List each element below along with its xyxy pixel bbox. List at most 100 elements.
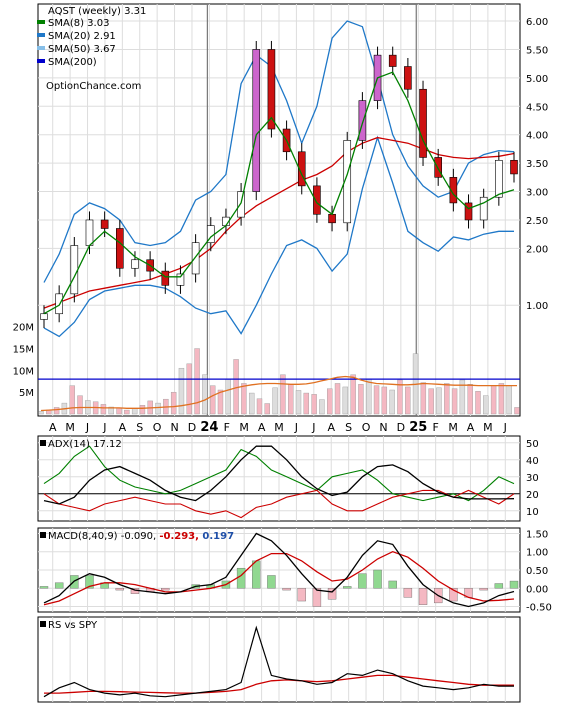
- volume-bar: [155, 402, 161, 415]
- legend-label: SMA(50) 3.67: [48, 44, 116, 55]
- legend-label: SMA(200): [48, 57, 97, 68]
- lower-band-line: [43, 135, 514, 338]
- volume-bar: [209, 385, 216, 415]
- x-tick-label: N: [379, 421, 387, 434]
- volume-bar: [514, 407, 520, 415]
- candle: [328, 213, 336, 224]
- macd-histogram-bar: [388, 580, 397, 589]
- macd-histogram-value: 0.197: [202, 531, 234, 542]
- volume-bar: [139, 405, 146, 415]
- macd-histogram-bar: [85, 575, 94, 589]
- volume-bar: [116, 408, 122, 415]
- volume-bar: [436, 387, 442, 415]
- adx-panel: 50 40 30 20 10 ADX(14) 17.12: [37, 435, 539, 522]
- candle: [161, 270, 170, 286]
- macd-histogram-bar: [343, 586, 352, 589]
- x-tick-label: A: [467, 421, 475, 434]
- price-panel: 6.00 5.50 5.00 4.50 4.00 3.50 3.00 2.50 2.00 1.00…: [37, 3, 548, 417]
- legend-swatch: [37, 46, 45, 50]
- volume-bar: [124, 409, 130, 415]
- volume-bar: [397, 379, 403, 415]
- macd-histogram-bar: [449, 588, 458, 602]
- volume-bar: [202, 374, 208, 415]
- legend-label: SMA(20) 2.91: [48, 31, 116, 42]
- x-tick-label: 24: [200, 420, 218, 435]
- adx-title: ADX(14) 17.12: [48, 439, 122, 450]
- price-tick-label: 2.00: [526, 244, 548, 255]
- volume-bar: [366, 378, 372, 415]
- volume-bar: [77, 395, 83, 415]
- volume-bar: [131, 408, 138, 415]
- x-tick-label: J: [294, 421, 298, 434]
- volume-bar: [272, 387, 278, 415]
- volume-bar: [420, 382, 427, 415]
- x-tick-label: J: [102, 421, 106, 434]
- x-tick-label: A: [119, 421, 127, 434]
- macd-histogram-bar: [358, 573, 367, 589]
- volume-bar: [186, 363, 192, 415]
- candle: [237, 191, 245, 218]
- volume-bar: [444, 383, 450, 415]
- candle: [70, 245, 79, 295]
- volume-tick-label: 5M: [19, 388, 34, 399]
- volume-tick-label: 10M: [13, 366, 34, 377]
- volume-bar: [327, 388, 333, 415]
- macd-histogram-bar: [479, 588, 488, 591]
- macd-signal-line: [43, 550, 515, 606]
- volume-bar: [108, 406, 114, 415]
- macd-histogram-bar: [115, 588, 125, 591]
- x-tick-label: A: [49, 421, 57, 434]
- volume-bar: [319, 399, 325, 415]
- volume-bar: [350, 374, 356, 415]
- legend-swatch: [37, 20, 45, 24]
- volume-bar: [428, 388, 434, 415]
- macd-histogram-bar: [494, 583, 504, 589]
- macd-signal-value: -0.293,: [159, 531, 202, 542]
- price-tick-label: 4.50: [526, 102, 548, 113]
- x-tick-label: J: [85, 421, 89, 434]
- x-tick-label: F: [224, 421, 230, 434]
- macd-histogram-bar: [267, 575, 276, 589]
- x-tick-label: O: [362, 421, 371, 434]
- price-tick-label: 4.00: [526, 131, 548, 142]
- volume-bar: [38, 411, 44, 415]
- candle: [404, 66, 412, 90]
- macd-histogram-bar: [312, 588, 322, 607]
- volume-bar: [233, 359, 239, 415]
- volume-bar: [100, 404, 107, 415]
- candle: [297, 151, 306, 187]
- macd-legend-swatch: [40, 532, 46, 538]
- macd-title: MACD(8,40,9) -0.090, -0.293, 0.197: [48, 531, 234, 542]
- upper-band-line: [43, 20, 515, 283]
- volume-bar: [467, 384, 473, 415]
- rs-line: [43, 625, 514, 698]
- candle: [479, 196, 488, 221]
- x-tick-label: A: [258, 421, 266, 434]
- chart-title: AQST (weekly) 3.31: [48, 6, 146, 17]
- candle: [55, 293, 63, 315]
- price-tick-label: 5.50: [526, 45, 548, 56]
- volume-panel: 20M 15M 10M 5M: [13, 323, 520, 415]
- candle: [388, 54, 397, 67]
- macd-tick-label: 1.00: [526, 548, 548, 559]
- volume-bar: [241, 383, 247, 415]
- volume-bar: [178, 367, 185, 415]
- volume-bar: [381, 386, 388, 415]
- volume-bar: [373, 385, 380, 415]
- price-tick-label: 1.00: [526, 301, 548, 312]
- macd-histogram-bar: [509, 580, 519, 589]
- x-tick-label: M: [448, 421, 458, 434]
- candle: [85, 219, 94, 246]
- candle: [131, 259, 139, 269]
- x-tick-label: S: [345, 421, 352, 434]
- adx-tick-label: 10: [526, 507, 539, 518]
- volume-bar: [506, 385, 512, 415]
- macd-histogram-bar: [252, 560, 261, 589]
- volume-average-line: [40, 375, 517, 412]
- x-tick-label: S: [136, 421, 143, 434]
- volume-bar: [225, 378, 231, 415]
- volume-bar: [311, 394, 317, 415]
- volume-bar: [451, 388, 458, 415]
- candle: [449, 177, 458, 204]
- macd-tick-label: 0.00: [526, 584, 548, 595]
